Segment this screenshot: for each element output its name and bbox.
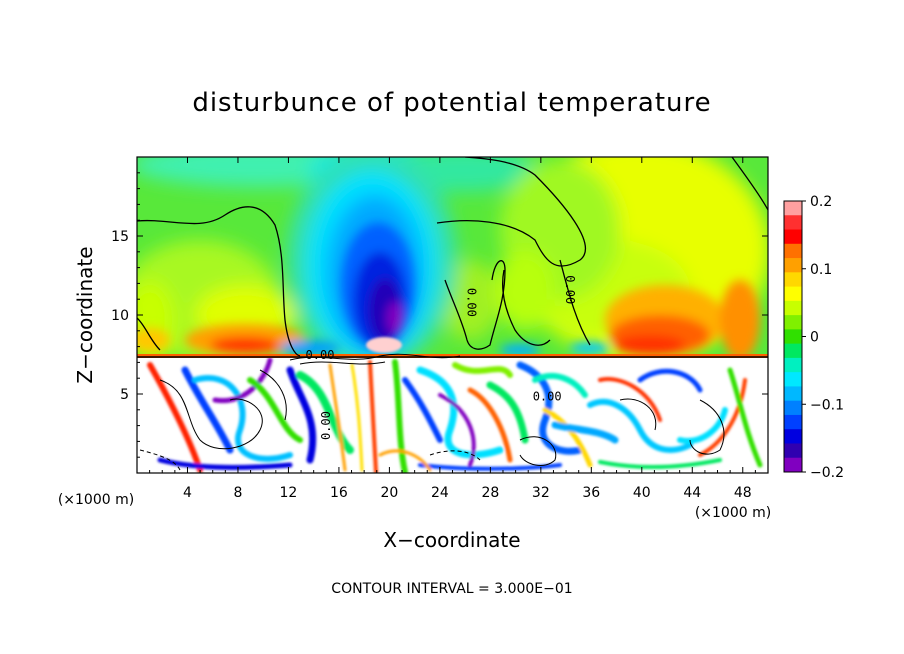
- x-tick-label: 32: [532, 485, 550, 501]
- z-unit-label: (×1000 m): [58, 492, 134, 508]
- colorbar-swatch: [784, 343, 802, 359]
- x-tick-label: 40: [633, 485, 651, 501]
- x-tick-label: 36: [582, 485, 600, 501]
- colorbar-swatch: [784, 457, 802, 473]
- x-axis: 4 8 12 16 20 24 28 32 36 40 44 48: [149, 157, 756, 501]
- colorbar-swatch: [784, 443, 802, 459]
- x-tick-label: 44: [683, 485, 701, 501]
- colorbar-tick-label: 0: [810, 330, 819, 346]
- colorbar-swatch: [784, 414, 802, 430]
- x-tick-label: 8: [233, 485, 242, 501]
- y-axis-label: Z−coordinate: [73, 246, 97, 383]
- heatmap-field: [137, 157, 768, 473]
- contour-labels: 0.00 0.00 0.00 0.00 0.00: [306, 275, 578, 440]
- colorbar-swatch: [784, 229, 802, 245]
- colorbar-swatch: [784, 315, 802, 330]
- y-axis: 5 10 15: [111, 172, 768, 458]
- y-tick-label: 10: [111, 308, 129, 324]
- y-tick-label: 15: [111, 229, 129, 245]
- colorbar-swatch: [784, 286, 802, 302]
- x-axis-label: X−coordinate: [383, 528, 520, 552]
- colorbar-swatch: [784, 386, 802, 402]
- x-tick-label: 28: [481, 485, 499, 501]
- colorbar-swatch: [784, 243, 802, 259]
- colorbar-tick-label: −0.2: [810, 465, 844, 481]
- colorbar-swatch: [784, 429, 802, 444]
- colorbar-tick-label: 0.1: [810, 262, 832, 278]
- colorbar-swatch: [784, 300, 802, 316]
- contour-label: 0.00: [319, 411, 333, 440]
- x-unit-label: (×1000 m): [695, 505, 771, 521]
- x-tick-label: 16: [330, 485, 348, 501]
- colorbar-swatch: [784, 400, 802, 416]
- colorbar-ticks: 0.2 0.1 0 −0.1 −0.2: [802, 194, 844, 481]
- contour-label: 0.00: [306, 348, 335, 362]
- contour-label: 0.00: [533, 389, 562, 403]
- colorbar-tick-label: 0.2: [810, 194, 832, 210]
- contour-interval-note: CONTOUR INTERVAL = 3.000E−01: [331, 581, 572, 597]
- colorbar-swatch: [784, 372, 802, 387]
- x-tick-label: 20: [380, 485, 398, 501]
- colorbar-tick-label: −0.1: [810, 397, 844, 413]
- colorbar-swatch: [784, 215, 802, 231]
- colorbar-swatch: [784, 201, 802, 216]
- y-tick-label: 5: [120, 387, 129, 403]
- x-tick-label: 4: [183, 485, 192, 501]
- x-tick-label: 12: [280, 485, 298, 501]
- colorbar: [783, 200, 803, 473]
- contour-label: 0.00: [465, 288, 479, 317]
- colorbar-swatch: [784, 272, 802, 288]
- x-tick-label: 48: [734, 485, 752, 501]
- contour-label: 0.00: [563, 275, 577, 304]
- colorbar-swatch: [784, 329, 802, 345]
- x-tick-label: 24: [431, 485, 449, 501]
- chart-title: disturbunce of potential temperature: [192, 88, 711, 118]
- colorbar-swatch: [784, 258, 802, 273]
- colorbar-swatch: [784, 357, 802, 373]
